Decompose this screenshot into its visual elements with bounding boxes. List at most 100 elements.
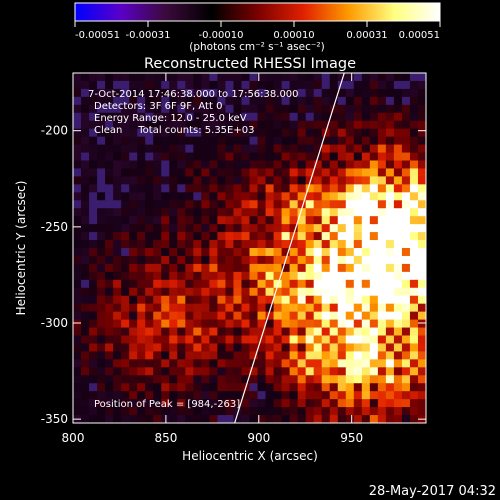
heatmap-cell	[297, 295, 307, 305]
heatmap-cell	[217, 160, 227, 170]
heatmap-cell	[369, 73, 379, 82]
heatmap-cell	[225, 232, 235, 241]
heatmap-cell	[417, 168, 426, 177]
heatmap-cell	[113, 359, 122, 368]
heatmap-cell	[97, 263, 106, 273]
heatmap-cell	[81, 335, 90, 345]
heatmap-cell	[145, 240, 154, 249]
heatmap-cell	[297, 375, 307, 384]
heatmap-cell	[249, 128, 259, 138]
heatmap-cell	[129, 88, 138, 98]
heatmap-cell	[201, 375, 210, 384]
heatmap-cell	[329, 104, 339, 114]
heatmap-cell	[201, 216, 210, 225]
heatmap-cell	[417, 73, 426, 82]
heatmap-cell	[177, 367, 186, 376]
heatmap-cell	[97, 271, 106, 281]
heatmap-cell	[369, 271, 379, 281]
heatmap-cell	[329, 415, 339, 423]
heatmap-cell	[345, 327, 355, 337]
heatmap-cell	[177, 407, 186, 416]
heatmap-cell	[145, 136, 154, 146]
heatmap-cell	[105, 152, 114, 162]
heatmap-cell	[217, 192, 227, 201]
heatmap-cell	[369, 311, 379, 321]
heatmap-cell	[297, 80, 307, 90]
heatmap-cell	[177, 184, 186, 193]
heatmap-cell	[273, 359, 283, 368]
heatmap-cell	[185, 152, 194, 162]
heatmap-cell	[273, 255, 283, 265]
heatmap-cell	[89, 271, 98, 281]
heatmap-cell	[345, 343, 355, 352]
heatmap-cell	[145, 232, 154, 241]
heatmap-cell	[145, 80, 154, 90]
heatmap-cell	[153, 73, 162, 82]
heatmap-cell	[201, 104, 210, 114]
heatmap-cell	[105, 375, 114, 384]
heatmap-cell	[369, 152, 379, 162]
heatmap-cell	[217, 184, 227, 193]
heatmap-cell	[265, 216, 275, 225]
heatmap-cell	[241, 128, 251, 138]
heatmap-cell	[313, 375, 323, 384]
heatmap-cell	[169, 359, 178, 368]
heatmap-cell	[257, 271, 267, 281]
heatmap-cell	[289, 120, 299, 130]
heatmap-cell	[73, 311, 82, 321]
heatmap-cell	[393, 399, 403, 408]
heatmap-cell	[329, 367, 339, 376]
heatmap-cell	[97, 295, 106, 305]
heatmap-cell	[89, 415, 98, 423]
heatmap-cell	[401, 208, 411, 217]
heatmap-cell	[193, 407, 202, 416]
heatmap-cell	[193, 343, 202, 352]
heatmap-cell	[89, 176, 98, 185]
heatmap-cell	[89, 96, 98, 106]
heatmap-cell	[377, 232, 387, 241]
heatmap-cell	[361, 80, 371, 90]
heatmap-cell	[409, 343, 419, 352]
heatmap-cell	[129, 144, 138, 154]
heatmap-cell	[369, 343, 379, 352]
heatmap-cell	[217, 128, 227, 138]
heatmap-cell	[217, 104, 227, 114]
heatmap-cell	[89, 263, 98, 273]
heatmap-cell	[105, 160, 114, 170]
heatmap-cell	[73, 255, 82, 265]
heatmap-cell	[273, 200, 283, 209]
heatmap-cell	[185, 104, 194, 114]
heatmap-cell	[377, 311, 387, 321]
heatmap-cell	[393, 80, 403, 90]
heatmap-cell	[177, 303, 186, 313]
x-axis-ticks: 800 850 900 950	[62, 73, 363, 445]
heatmap-cell	[417, 295, 426, 305]
heatmap-cell	[313, 391, 323, 400]
heatmap-cell	[113, 271, 122, 281]
heatmap-cell	[209, 144, 219, 154]
heatmap-cell	[345, 263, 355, 273]
heatmap-cell	[249, 184, 259, 193]
heatmap-cell	[313, 303, 323, 313]
heatmap-cell	[81, 73, 90, 82]
heatmap-cell	[265, 295, 275, 305]
heatmap-cell	[249, 136, 259, 146]
x-tick-label: 800	[62, 431, 85, 445]
heatmap-cell	[321, 88, 331, 98]
heatmap-cell	[345, 80, 355, 90]
heatmap-cell	[321, 367, 331, 376]
heatmap-cell	[369, 120, 379, 130]
heatmap-cell	[361, 152, 371, 162]
heatmap-cell	[249, 319, 259, 329]
heatmap-cell	[273, 120, 283, 130]
heatmap-cell	[81, 391, 90, 400]
heatmap-cell	[297, 136, 307, 146]
heatmap-cell	[217, 88, 227, 98]
heatmap-cell	[153, 287, 162, 297]
heatmap-cell	[305, 319, 315, 329]
heatmap-cell	[361, 208, 371, 217]
heatmap-cell	[97, 160, 106, 170]
heatmap-cell	[337, 271, 347, 281]
heatmap-cell	[409, 263, 419, 273]
heatmap-cell	[273, 375, 283, 384]
